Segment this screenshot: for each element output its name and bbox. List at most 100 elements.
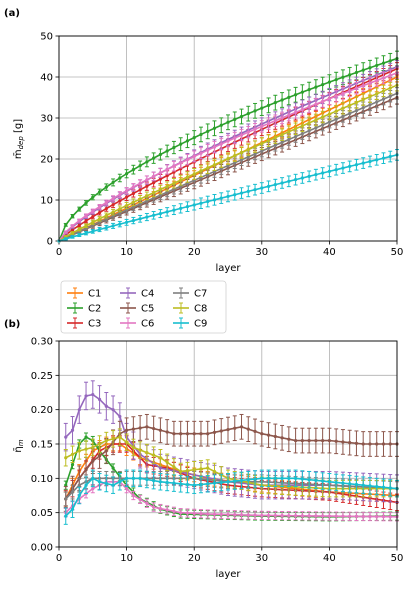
data-point: [152, 174, 156, 178]
data-point: [260, 142, 264, 146]
data-point: [185, 158, 190, 162]
data-point: [246, 155, 250, 159]
data-point: [266, 184, 271, 188]
data-point: [307, 478, 311, 482]
data-point: [199, 467, 203, 471]
data-point: [368, 103, 372, 107]
data-point: [77, 219, 81, 223]
data-point: [179, 161, 183, 165]
data-point: [321, 99, 325, 104]
data-point: [206, 129, 210, 133]
data-point: [294, 438, 298, 443]
series-line: [65, 480, 398, 518]
data-point: [260, 476, 264, 480]
legend-item: C2: [67, 302, 101, 315]
data-point: [368, 81, 372, 85]
data-point: [131, 191, 135, 196]
data-point: [226, 480, 230, 484]
data-point: [280, 181, 284, 185]
data-point: [266, 476, 271, 480]
data-point: [321, 82, 325, 87]
data-point: [111, 210, 115, 214]
data-point: [131, 427, 135, 431]
data-point: [97, 210, 102, 215]
data-point: [185, 205, 190, 209]
data-point: [97, 454, 102, 458]
data-point: [239, 478, 244, 482]
data-point: [145, 178, 149, 182]
data-point: [111, 180, 115, 185]
legend-label: C2: [88, 304, 101, 315]
data-point: [152, 479, 156, 483]
data-point: [179, 511, 183, 515]
data-point: [111, 437, 115, 441]
data-point: [300, 477, 304, 481]
data-point: [192, 136, 196, 140]
data-point: [125, 476, 129, 480]
data-point: [158, 171, 162, 175]
y-tick-label: 0.30: [31, 337, 53, 348]
data-point: [260, 149, 264, 153]
data-point: [70, 507, 75, 511]
series-C9: [57, 149, 399, 243]
data-point: [361, 106, 365, 110]
data-point: [192, 154, 196, 159]
data-point: [152, 426, 156, 431]
data-point: [64, 497, 68, 501]
data-point: [314, 102, 318, 106]
data-point: [375, 63, 379, 68]
data-point: [212, 469, 217, 474]
data-point: [239, 133, 244, 137]
data-point: [361, 483, 365, 487]
data-point: [381, 76, 386, 80]
data-point: [138, 426, 142, 430]
y-tick-label: 10: [40, 196, 53, 207]
data-point: [334, 480, 338, 485]
data-point: [375, 442, 379, 446]
data-point: [91, 229, 95, 233]
data-point: [300, 132, 304, 136]
data-point: [334, 514, 338, 518]
data-point: [334, 78, 338, 82]
data-point: [91, 392, 95, 397]
data-point: [246, 148, 250, 152]
data-point: [354, 163, 359, 167]
x-tick-label: 30: [255, 247, 268, 258]
data-point: [125, 440, 129, 444]
data-point: [219, 160, 223, 164]
data-point: [145, 194, 149, 198]
data-point: [138, 448, 142, 452]
legend-label: C1: [88, 289, 101, 300]
data-point: [273, 476, 277, 480]
x-tick-label: 20: [188, 553, 201, 564]
data-point: [172, 481, 176, 485]
data-point: [131, 445, 135, 450]
data-point: [192, 432, 196, 436]
data-point: [287, 113, 291, 117]
data-point: [152, 156, 156, 160]
data-point: [219, 480, 223, 485]
data-point: [260, 513, 264, 518]
data-point: [348, 441, 352, 445]
data-point: [253, 127, 257, 131]
data-point: [158, 187, 162, 192]
series-C2: [57, 50, 399, 243]
data-point: [212, 430, 217, 434]
data-point: [192, 483, 196, 487]
y-tick-label: 0.10: [31, 474, 53, 485]
data-point: [354, 86, 359, 90]
data-point: [226, 194, 230, 199]
data-point: [165, 149, 169, 153]
data-point: [219, 142, 223, 146]
data-point: [111, 483, 115, 487]
data-point: [158, 177, 162, 181]
data-point: [70, 231, 75, 235]
data-point: [348, 164, 352, 168]
data-point: [341, 106, 345, 110]
data-point: [104, 185, 108, 189]
data-point: [97, 217, 102, 221]
data-point: [253, 188, 257, 192]
data-point: [388, 486, 392, 490]
legend-item: C9: [173, 317, 207, 330]
data-point: [361, 514, 365, 519]
